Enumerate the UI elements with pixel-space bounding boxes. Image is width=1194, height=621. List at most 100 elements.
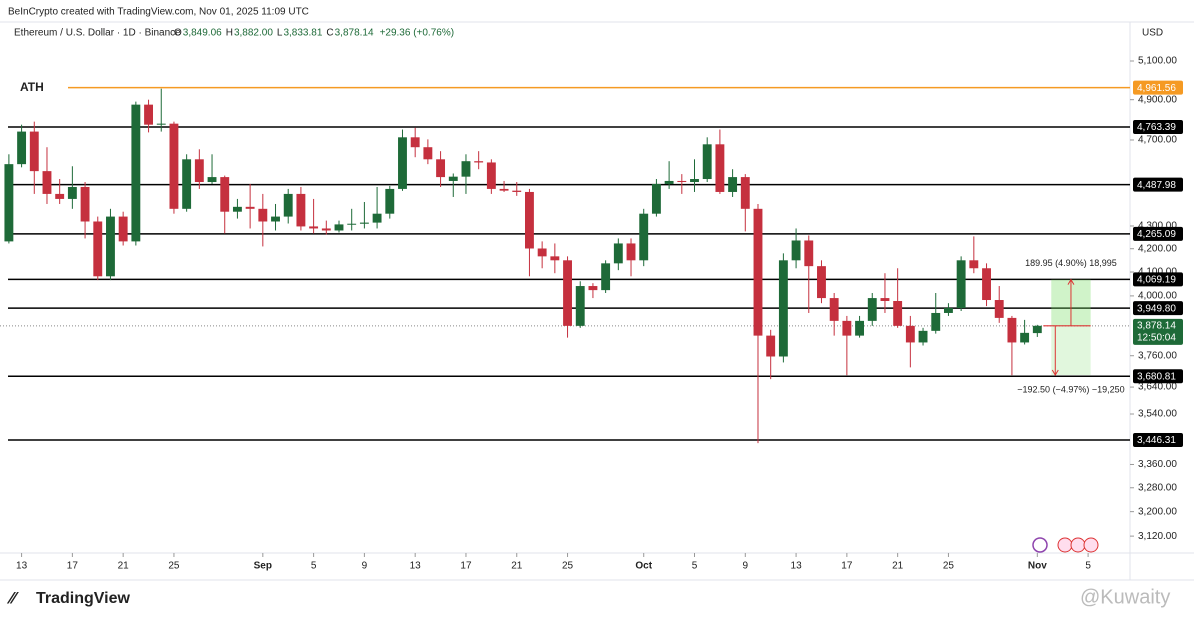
icon bbox=[1057, 537, 1073, 553]
candle-body bbox=[931, 312, 941, 331]
candle-body bbox=[42, 171, 52, 194]
currency: USD bbox=[1142, 28, 1163, 39]
icon bbox=[1070, 537, 1086, 553]
measure-down bbox=[1051, 325, 1091, 376]
x-tick-label: 13 bbox=[410, 561, 422, 572]
x-tick-label: 17 bbox=[841, 561, 853, 572]
price-tag bbox=[1133, 226, 1183, 241]
candle-body bbox=[4, 164, 14, 242]
event-icons bbox=[1032, 537, 1099, 553]
legend-value: 3,833.81 bbox=[283, 28, 322, 39]
measure-up-label: 189.95 (4.90%) 18,995 bbox=[1025, 258, 1117, 268]
icon bbox=[1032, 537, 1048, 553]
price-tag-label: 4,763.39 bbox=[1137, 122, 1176, 133]
candle-body bbox=[309, 226, 319, 229]
candle-body bbox=[80, 186, 90, 222]
x-tick-label: 9 bbox=[362, 561, 368, 572]
y-tick-label: 3,120.00 bbox=[1138, 531, 1177, 542]
candle-body bbox=[321, 228, 331, 231]
y-tick-label: 3,280.00 bbox=[1138, 482, 1177, 493]
candle-body bbox=[728, 177, 738, 192]
candle-body bbox=[372, 213, 382, 223]
candle-body bbox=[563, 260, 572, 326]
x-tick-label: Oct bbox=[635, 561, 652, 572]
candle-body bbox=[55, 193, 65, 199]
candle-body bbox=[867, 298, 877, 321]
candle-body bbox=[283, 193, 293, 217]
price-tag bbox=[1133, 177, 1183, 192]
candle-body bbox=[969, 260, 979, 269]
candle-body bbox=[994, 300, 1004, 318]
candle-body bbox=[67, 186, 77, 199]
last-price-label: 3,878.14 bbox=[1137, 320, 1176, 331]
y-tick-label: 4,200.00 bbox=[1138, 243, 1177, 254]
legend-key: L bbox=[277, 28, 283, 39]
candle-body bbox=[436, 159, 446, 178]
candle-body bbox=[943, 308, 953, 313]
level-name: ATH bbox=[20, 80, 44, 94]
candle-body bbox=[486, 162, 496, 189]
price-tag bbox=[1133, 432, 1183, 447]
legend-key: H bbox=[226, 28, 233, 39]
legend-value: 3,849.06 bbox=[183, 28, 222, 39]
candle-body bbox=[829, 298, 839, 321]
price-tag-label: 3,680.81 bbox=[1137, 371, 1176, 382]
candle-body bbox=[753, 208, 763, 336]
logo: TradingView bbox=[36, 590, 131, 607]
price-tag-label: 3,446.31 bbox=[1137, 435, 1176, 446]
candle-body bbox=[550, 256, 560, 261]
x-tick-label: 9 bbox=[743, 561, 749, 572]
candle-body bbox=[93, 221, 103, 277]
price-tag bbox=[1133, 272, 1183, 287]
candles bbox=[4, 88, 1042, 444]
candle-body bbox=[398, 137, 407, 189]
candle-body bbox=[905, 325, 915, 343]
candle-body bbox=[575, 286, 585, 326]
price-tag-label: 4,069.19 bbox=[1137, 274, 1176, 285]
candle-body bbox=[169, 123, 179, 209]
x-tick-label: Sep bbox=[254, 561, 272, 572]
candle-body bbox=[842, 320, 852, 336]
candle-body bbox=[525, 191, 534, 249]
candle-body bbox=[258, 208, 268, 222]
candle-body bbox=[194, 159, 204, 183]
x-tick-label: 25 bbox=[943, 561, 955, 572]
candle-body bbox=[232, 206, 242, 212]
legend-change: +29.36 (+0.76%) bbox=[380, 28, 455, 39]
candle-body bbox=[385, 188, 395, 214]
x-tick-label: 21 bbox=[118, 561, 130, 572]
candle-body bbox=[182, 159, 192, 209]
candle-body bbox=[1007, 317, 1017, 343]
candle-body bbox=[106, 216, 115, 277]
y-tick-label: 3,200.00 bbox=[1138, 506, 1177, 517]
legend-value: 3,878.14 bbox=[335, 28, 374, 39]
price-tag bbox=[1133, 301, 1183, 316]
y-tick-label: 3,760.00 bbox=[1138, 350, 1177, 361]
candle-body bbox=[347, 223, 357, 225]
candle-body bbox=[740, 177, 750, 209]
candle-body bbox=[296, 193, 306, 227]
candle-body bbox=[220, 177, 230, 212]
candle-body bbox=[855, 320, 865, 336]
x-tick-label: 13 bbox=[16, 561, 28, 572]
candle-body bbox=[778, 260, 788, 357]
candle-body bbox=[791, 240, 801, 261]
price-tag bbox=[1133, 369, 1183, 384]
countdown: 12:50:04 bbox=[1137, 332, 1176, 343]
candle-body bbox=[918, 330, 928, 343]
candle-body bbox=[474, 161, 484, 163]
watermark: @Kuwaity bbox=[1080, 586, 1170, 608]
candle-body bbox=[880, 298, 890, 301]
y-tick-label: 4,700.00 bbox=[1138, 135, 1177, 146]
candle-body bbox=[118, 216, 128, 242]
candle-body bbox=[17, 131, 27, 165]
candle-body bbox=[448, 176, 458, 181]
logo-mark: ⁄⁄ bbox=[6, 588, 19, 607]
candle-body bbox=[893, 300, 903, 326]
legend-key: C bbox=[326, 28, 333, 39]
candle-body bbox=[613, 243, 623, 264]
x-tick-label: 17 bbox=[67, 561, 79, 572]
arrow-head bbox=[1067, 278, 1075, 285]
